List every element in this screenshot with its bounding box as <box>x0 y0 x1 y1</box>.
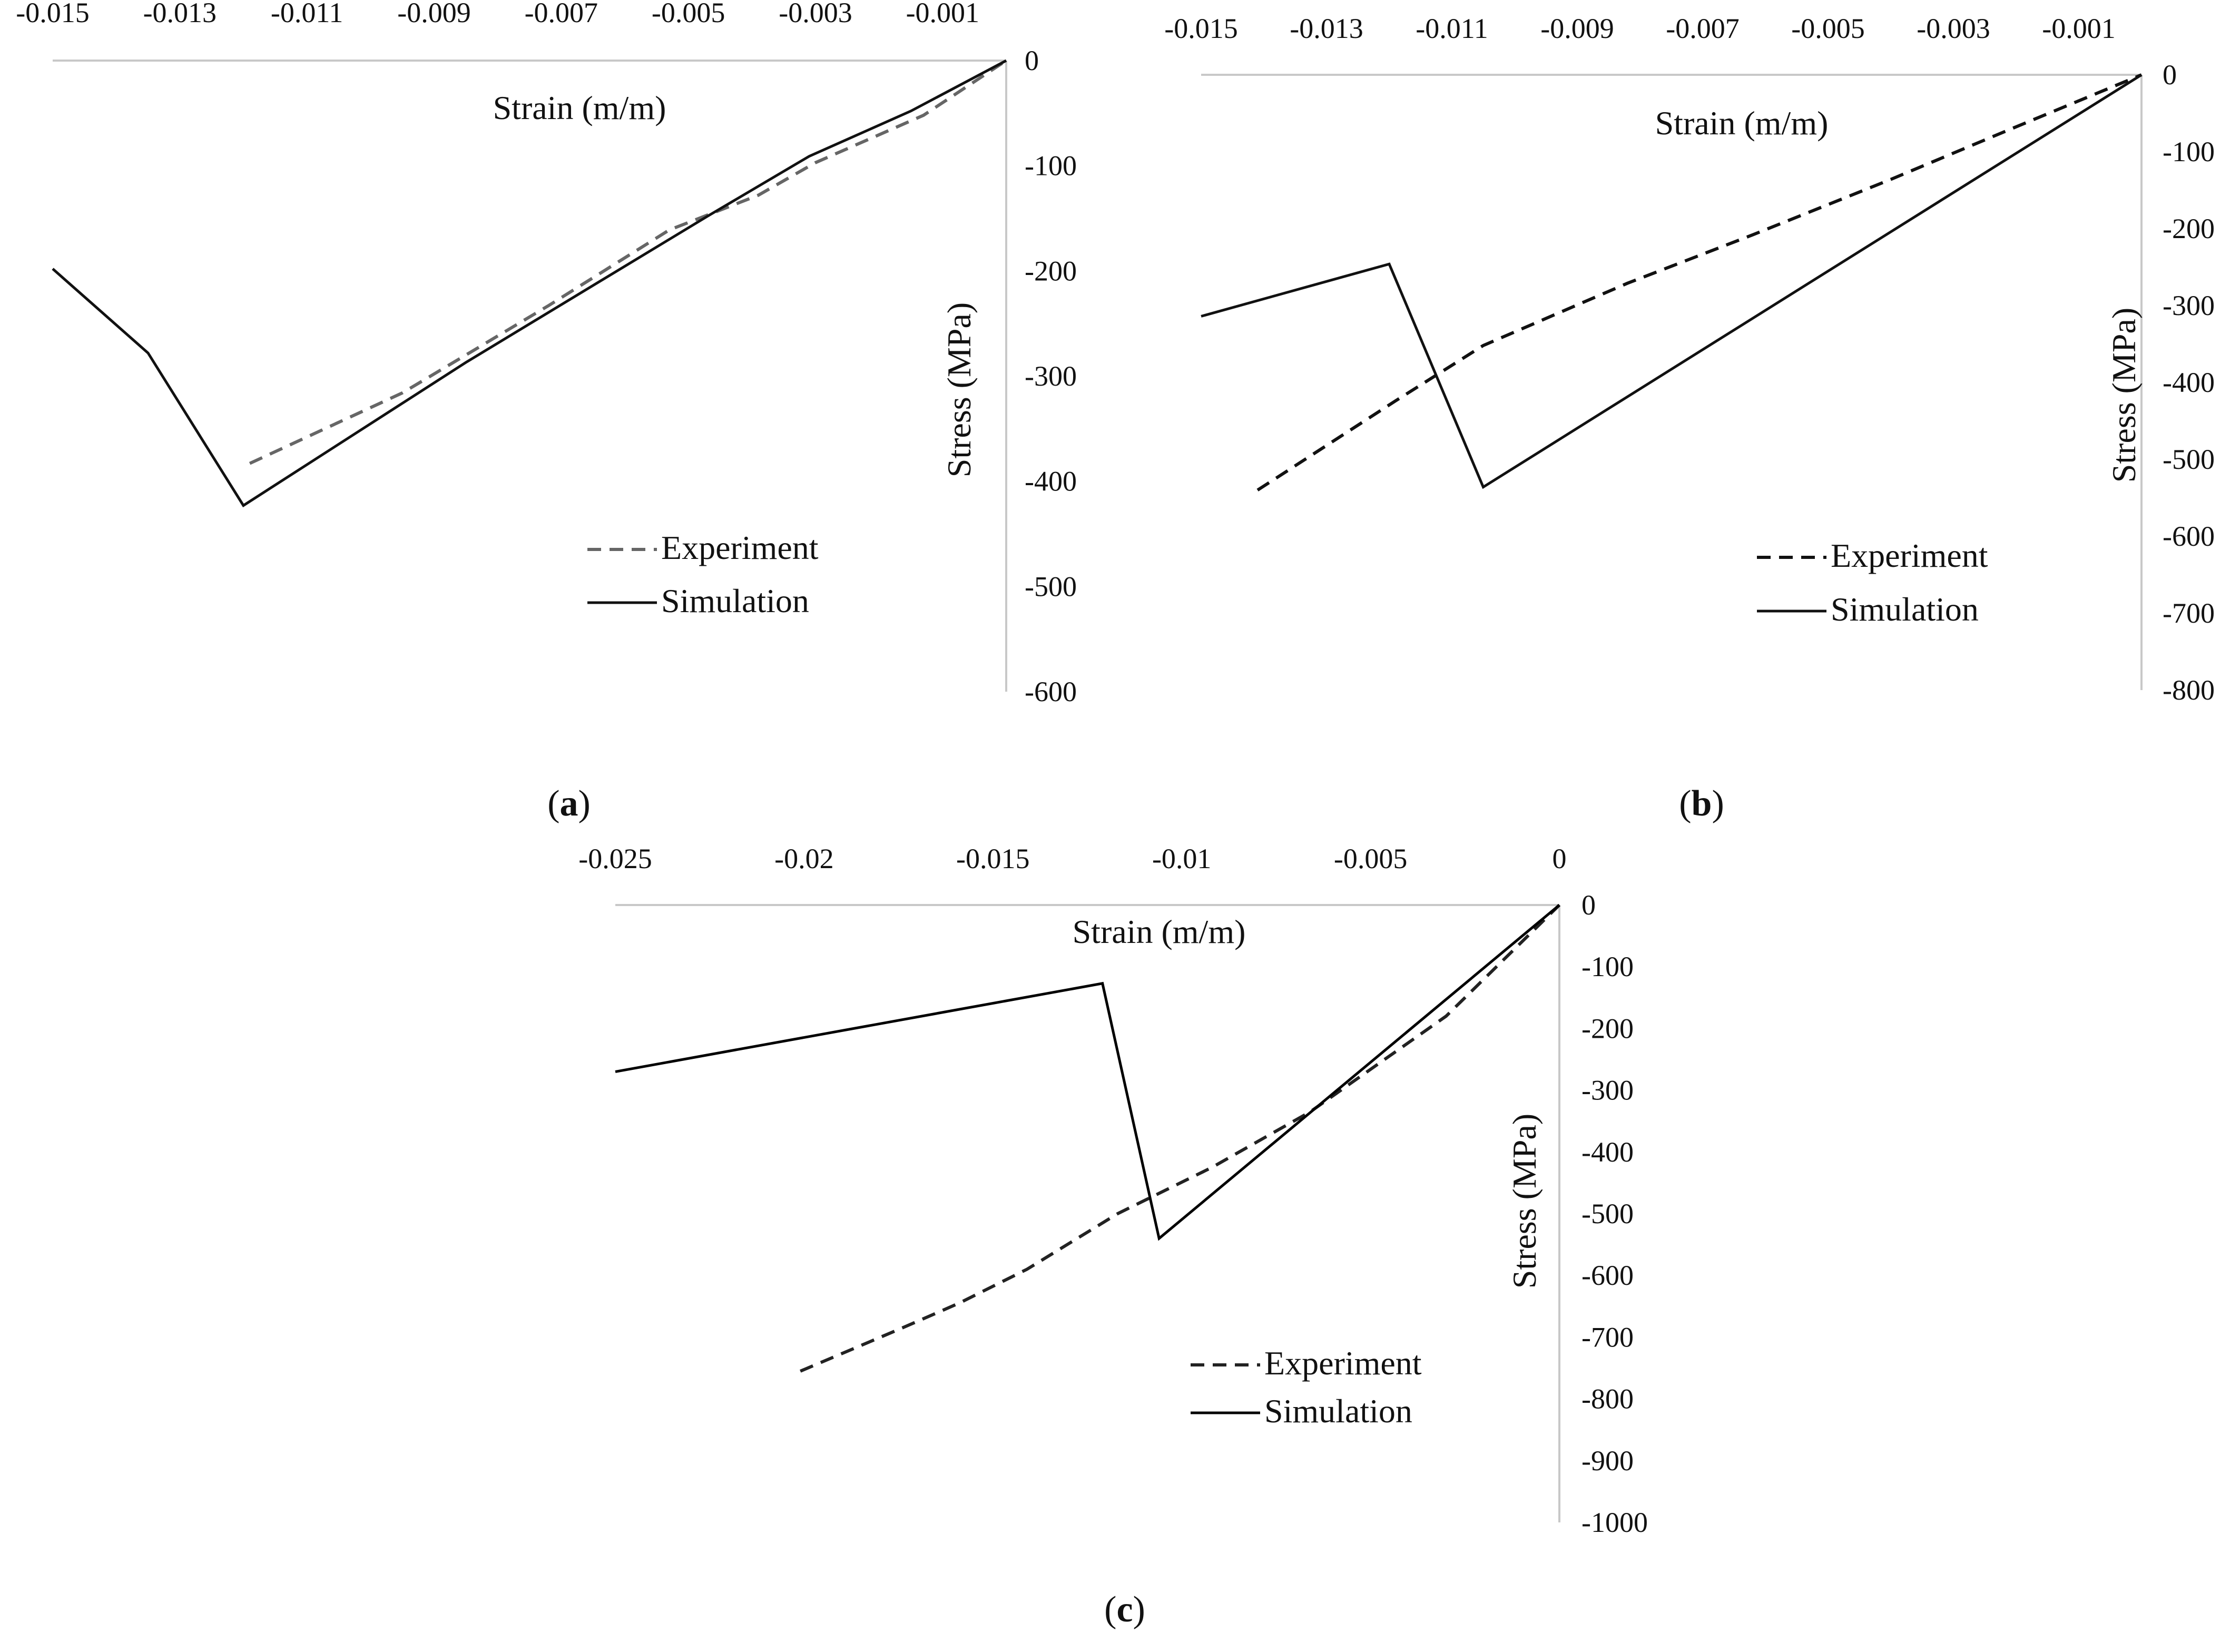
series-line-simulation <box>615 904 1560 1241</box>
x-tick-label: -0.02 <box>774 843 833 874</box>
legend-label-simulation: Simulation <box>661 582 809 620</box>
y-tick-label: -100 <box>1025 150 1077 182</box>
legend-label-experiment: Experiment <box>1831 537 1988 574</box>
x-tick-label: -0.015 <box>16 0 89 28</box>
y-tick-label: -800 <box>2163 674 2215 706</box>
y-tick-label: -400 <box>1581 1136 1634 1168</box>
y-tick-label: -1000 <box>1581 1507 1648 1538</box>
x-tick-label: -0.005 <box>1791 13 1864 44</box>
x-tick-label: -0.011 <box>1416 13 1488 44</box>
series-line-experiment <box>1256 73 2143 491</box>
panel-label: (a) <box>547 783 591 824</box>
x-tick-label: -0.009 <box>397 0 470 28</box>
x-axis-title: Strain (m/m) <box>493 89 666 126</box>
y-axis-title: Stress (MPa) <box>2105 308 2143 483</box>
x-tick-label: -0.009 <box>1540 13 1614 44</box>
y-tick-label: -700 <box>1581 1321 1634 1353</box>
series-line-experiment <box>249 59 1007 465</box>
y-tick-label: -300 <box>1025 360 1077 392</box>
y-tick-label: -400 <box>1025 466 1077 497</box>
y-tick-label: -300 <box>1581 1075 1634 1106</box>
y-tick-label: -100 <box>1581 951 1634 982</box>
x-tick-label: 0 <box>1553 843 1567 874</box>
y-tick-label: -400 <box>2163 367 2215 398</box>
x-tick-label: -0.025 <box>578 843 652 874</box>
x-tick-label: -0.007 <box>525 0 598 28</box>
y-tick-label: -200 <box>1025 255 1077 287</box>
y-tick-label: -200 <box>2163 213 2215 244</box>
x-tick-label: -0.01 <box>1152 843 1211 874</box>
x-axis-title: Strain (m/m) <box>1073 913 1246 950</box>
chart-panel-a: -0.015 -0.013 -0.011 -0.009 -0.007 -0.005 -0.0… <box>16 0 1077 824</box>
y-tick-label: 0 <box>1025 45 1039 76</box>
y-tick-label: -800 <box>1581 1383 1634 1415</box>
legend-label-experiment: Experiment <box>1264 1344 1422 1382</box>
y-axis-title: Stress (MPa) <box>1506 1114 1543 1289</box>
x-axis-title: Strain (m/m) <box>1655 104 1829 142</box>
y-tick-label: -900 <box>1581 1445 1634 1477</box>
y-tick-label: -100 <box>2163 136 2215 168</box>
y-tick-label: -600 <box>2163 520 2215 552</box>
chart-panel-c: -0.025 -0.02 -0.015 -0.01 -0.005 00 -100 -200 -3… <box>578 843 1648 1630</box>
y-tick-label: -500 <box>1581 1198 1634 1230</box>
series-line-experiment <box>800 903 1561 1373</box>
legend-label-simulation: Simulation <box>1831 591 1979 628</box>
x-tick-label: -0.001 <box>2042 13 2115 44</box>
y-tick-label: 0 <box>1581 889 1596 921</box>
y-axis-title: Stress (MPa) <box>940 302 978 477</box>
x-tick-label: -0.015 <box>1164 13 1237 44</box>
x-tick-label: -0.005 <box>1334 843 1407 874</box>
x-tick-label: -0.007 <box>1666 13 1739 44</box>
x-tick-label: -0.015 <box>956 843 1029 874</box>
legend-label-experiment: Experiment <box>661 529 819 566</box>
series-line-simulation <box>52 59 1007 508</box>
legend-label-simulation: Simulation <box>1264 1392 1412 1430</box>
chart-panel-b: -0.015 -0.013 -0.011 -0.009 -0.007 -0.005 -0.0… <box>1164 13 2215 824</box>
x-tick-label: -0.003 <box>1917 13 1990 44</box>
y-tick-label: -300 <box>2163 290 2215 321</box>
panel-label: (c) <box>1104 1589 1145 1630</box>
series-line-simulation <box>1201 73 2143 489</box>
x-tick-label: -0.013 <box>1290 13 1363 44</box>
y-tick-label: -200 <box>1581 1012 1634 1044</box>
x-tick-label: -0.001 <box>906 0 979 28</box>
x-tick-label: -0.005 <box>652 0 725 28</box>
y-tick-label: -500 <box>1025 571 1077 602</box>
x-tick-label: -0.003 <box>779 0 852 28</box>
y-tick-label: -500 <box>2163 444 2215 475</box>
y-tick-label: -600 <box>1025 676 1077 707</box>
y-tick-label: 0 <box>2163 59 2177 91</box>
x-tick-label: -0.011 <box>271 0 343 28</box>
panel-label: (b) <box>1679 783 1724 824</box>
y-tick-label: -600 <box>1581 1260 1634 1291</box>
x-tick-label: -0.013 <box>143 0 217 28</box>
y-tick-label: -700 <box>2163 597 2215 629</box>
